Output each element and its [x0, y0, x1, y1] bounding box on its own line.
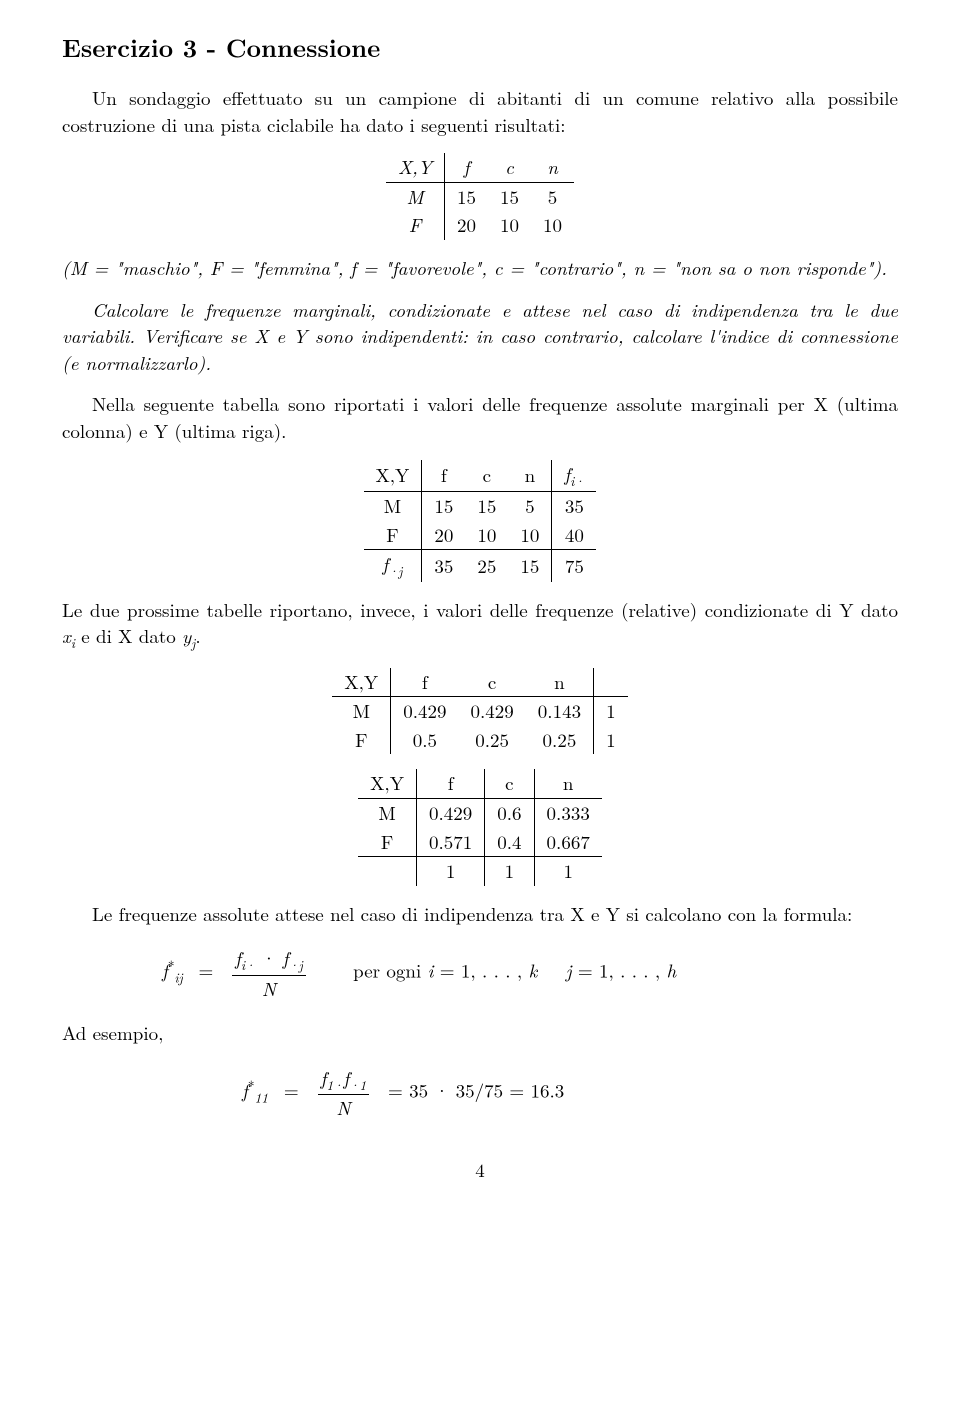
cell: 35 [422, 550, 466, 582]
cell [358, 857, 416, 886]
cell: 5 [531, 182, 574, 211]
th-c: c [465, 460, 508, 492]
th-xy: X,Y [364, 460, 422, 492]
cell: 15 [422, 491, 466, 520]
cell: 10 [531, 211, 574, 240]
formula-example: f*11 = f1·f·1 N = 35 · 35/75 = 16.3 [242, 1065, 898, 1122]
cell: 0.5 [391, 726, 459, 755]
cell: 35 [552, 491, 597, 520]
th-c: c [485, 769, 534, 798]
cell: 5 [508, 491, 552, 520]
cell: 10 [488, 211, 531, 240]
cell: F [358, 828, 416, 857]
cell: 0.667 [534, 828, 602, 857]
cell: F [332, 726, 390, 755]
page-number: 4 [62, 1157, 898, 1184]
para-conditional: Le due prossime tabelle riportano, invec… [62, 597, 898, 653]
cell: 15 [488, 182, 531, 211]
table-raw-data: X,Y f c n M 15 15 5 F 20 10 10 [386, 153, 574, 240]
cell: 10 [508, 521, 552, 550]
cell: 1 [416, 857, 484, 886]
cell: 0.571 [416, 828, 484, 857]
cell: F [364, 521, 422, 550]
cell: 10 [465, 521, 508, 550]
cell: 0.25 [526, 726, 594, 755]
cell: 0.333 [534, 798, 602, 827]
th-xy: X,Y [386, 153, 445, 182]
th-xy: X,Y [332, 668, 390, 697]
para-expected-freq: Le frequenze assolute attese nel caso di… [62, 901, 898, 928]
cell: 20 [422, 521, 466, 550]
cell: 20 [445, 211, 489, 240]
cell: 1 [485, 857, 534, 886]
th-n: n [534, 769, 602, 798]
th-f: f [416, 769, 484, 798]
para-task: Calcolare le frequenze marginali, condiz… [62, 297, 898, 377]
para-example: Ad esempio, [62, 1020, 898, 1047]
th-fi: fi· [552, 460, 597, 492]
cell: 0.4 [485, 828, 534, 857]
th-n: n [526, 668, 594, 697]
th-f: f [422, 460, 466, 492]
cell: 0.143 [526, 697, 594, 726]
th-f: f [445, 153, 489, 182]
cell: 15 [465, 491, 508, 520]
table-cond-y-given-x: X,Y f c n M 0.429 0.429 0.143 1 F 0.5 0.… [332, 668, 627, 755]
table-marginal: X,Y f c n fi· M 15 15 5 35 F 20 10 10 40… [364, 460, 597, 582]
cell: F [386, 211, 445, 240]
cell: 0.25 [458, 726, 525, 755]
para-marginal: Nella seguente tabella sono riportati i … [62, 391, 898, 444]
th-n: n [508, 460, 552, 492]
formula-expected: f*ij = fi· · f·j N per ogni i = 1, . . .… [162, 945, 898, 1002]
cell: 1 [594, 726, 628, 755]
table-cond-x-given-y: X,Y f c n M 0.429 0.6 0.333 F 0.571 0.4 … [358, 769, 602, 885]
cell: 0.6 [485, 798, 534, 827]
exercise-title: Esercizio 3 - Connessione [62, 30, 898, 65]
th-xy: X,Y [358, 769, 416, 798]
cell: M [386, 182, 445, 211]
th-empty [594, 668, 628, 697]
th-c: c [458, 668, 525, 697]
cell: 1 [594, 697, 628, 726]
cell: M [364, 491, 422, 520]
cell: 0.429 [458, 697, 525, 726]
cell: 15 [508, 550, 552, 582]
para-definitions: (M = "maschio", F = "femmina", f = "favo… [62, 255, 898, 282]
cell-fj: f·j [364, 550, 422, 582]
cell: 0.429 [416, 798, 484, 827]
cell: 0.429 [391, 697, 459, 726]
cell: M [358, 798, 416, 827]
para-intro: Un sondaggio effettuato su un campione d… [62, 85, 898, 138]
th-c: c [488, 153, 531, 182]
cell: M [332, 697, 390, 726]
definitions-text: (M = "maschio", F = "femmina", f = "favo… [62, 254, 887, 281]
cell: 75 [552, 550, 597, 582]
th-n: n [531, 153, 574, 182]
cell: 40 [552, 521, 597, 550]
cell: 1 [534, 857, 602, 886]
cell: 15 [445, 182, 489, 211]
cell: 25 [465, 550, 508, 582]
th-f: f [391, 668, 459, 697]
